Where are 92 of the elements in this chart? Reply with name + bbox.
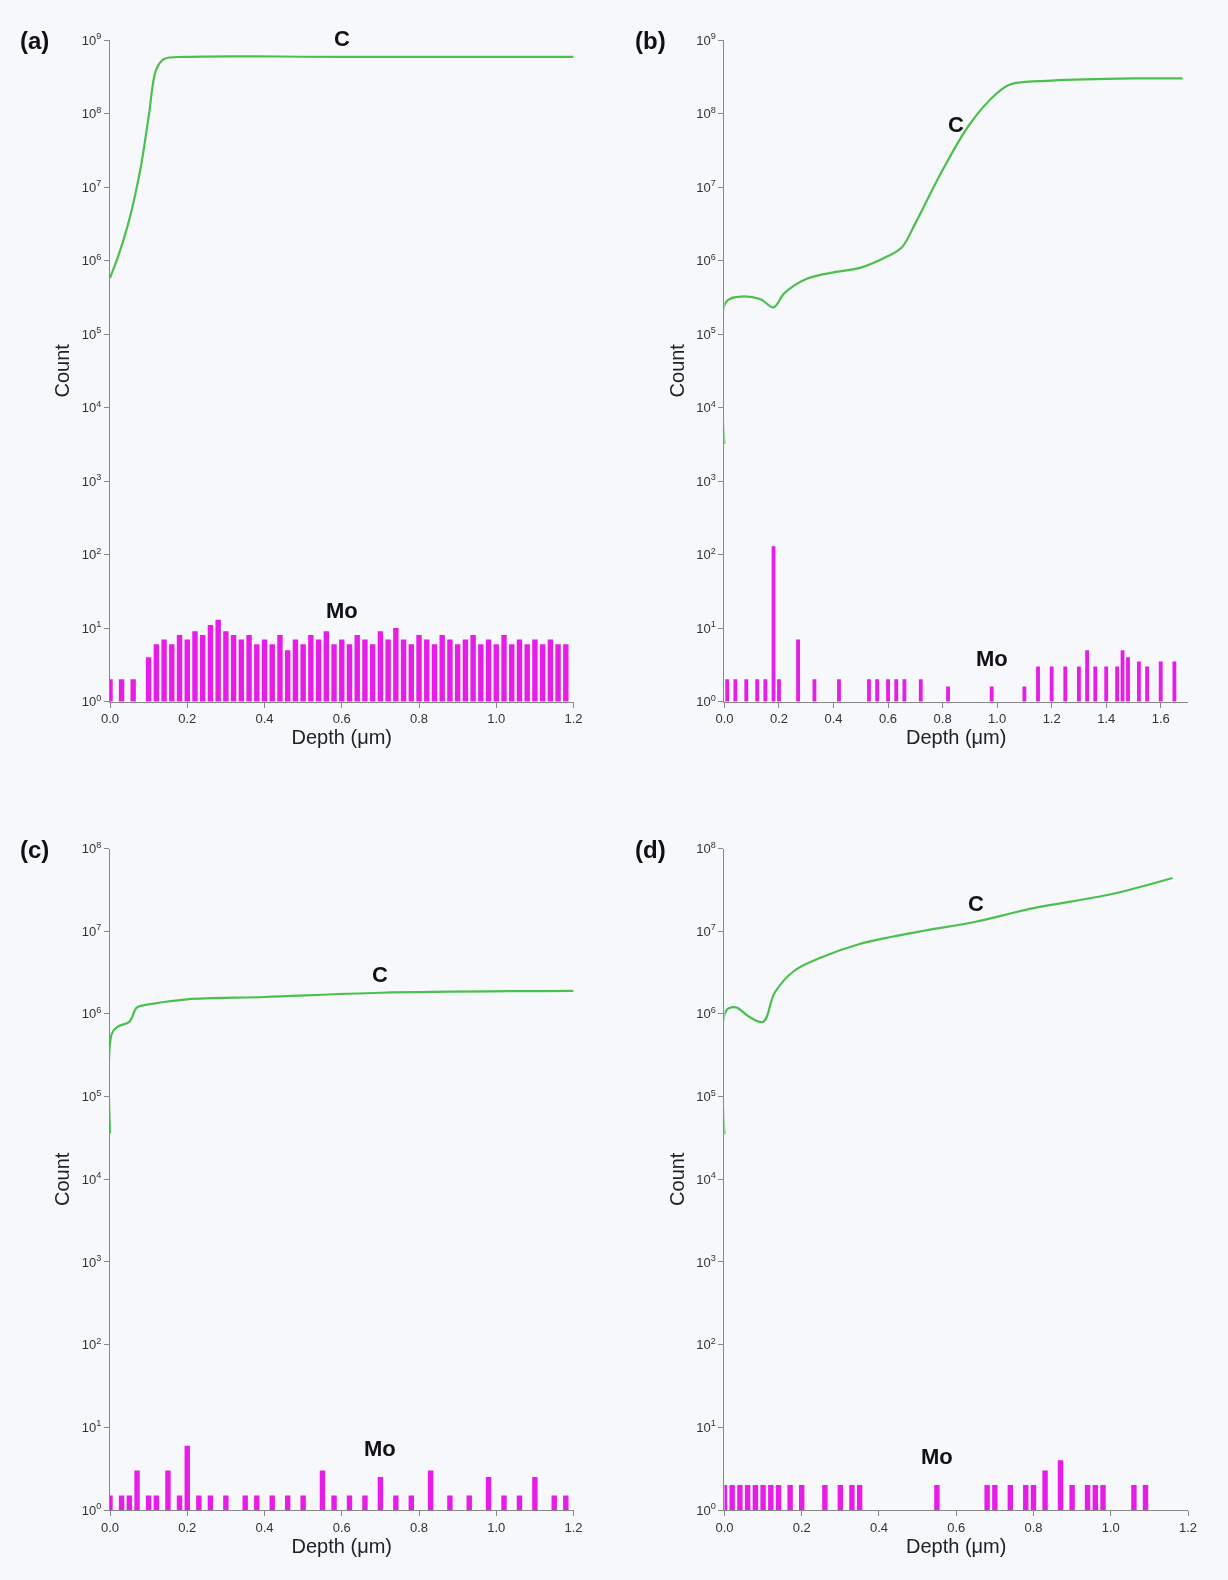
y-tick-label: 10$^{2}$ <box>696 545 716 563</box>
y-tick-label: 10$^{7}$ <box>81 178 102 195</box>
y-tick-label: 10$^{7}$ <box>81 922 102 939</box>
x-tick-label: 1.0 <box>487 1519 506 1535</box>
x-tick-label: 0.6 <box>947 1519 966 1535</box>
annotation: Mo <box>976 646 1008 671</box>
x-tick-label: 1.2 <box>564 711 583 727</box>
y-tick-label: 10$^{6}$ <box>696 1004 716 1022</box>
y-tick-label: 10$^{4}$ <box>696 1170 716 1187</box>
y-tick-label: 10$^{3}$ <box>81 472 102 489</box>
annotation: C <box>968 891 984 916</box>
y-tick-label: 10$^{8}$ <box>696 839 716 857</box>
x-tick-label: 1.0 <box>1101 1519 1120 1535</box>
x-tick-label: 0.4 <box>255 711 274 727</box>
y-tick-label: 10$^{8}$ <box>81 104 102 122</box>
x-tick-label: 0.2 <box>178 711 197 727</box>
x-tick-label: 1.6 <box>1151 711 1170 727</box>
x-axis-title: Depth (μm) <box>291 726 392 749</box>
chart-title: (a) <box>20 27 50 54</box>
y-tick-label: 10$^{2}$ <box>81 545 102 563</box>
y-tick-label: 10$^{4}$ <box>81 1170 102 1187</box>
y-axis-title: Count <box>51 1152 74 1206</box>
x-axis-title: Depth (μm) <box>906 726 1007 749</box>
annotation: Mo <box>364 1436 396 1461</box>
x-tick-label: 1.2 <box>1042 711 1061 727</box>
y-tick-label: 10$^{7}$ <box>696 922 716 939</box>
y-tick-label: 10$^{5}$ <box>81 1087 102 1105</box>
line-series <box>110 989 574 1135</box>
x-tick-label: 0.0 <box>100 711 120 727</box>
x-tick-label: 0.8 <box>409 1519 429 1535</box>
annotation: Mo <box>326 598 358 623</box>
x-tick-label: 1.2 <box>564 1519 583 1535</box>
chart-title: (d) <box>635 836 666 863</box>
x-tick-label: 1.0 <box>988 711 1007 727</box>
y-tick-label: 10$^{3}$ <box>81 1253 102 1270</box>
y-axis-title: Count <box>665 1152 688 1206</box>
y-tick-label: 10$^{1}$ <box>81 1418 102 1435</box>
x-tick-label: 0.2 <box>769 711 789 727</box>
chart-title: (c) <box>20 836 50 863</box>
y-tick-label: 10$^{0}$ <box>81 1501 102 1518</box>
x-tick-label: 0.2 <box>792 1519 811 1535</box>
x-tick-label: 0.6 <box>332 711 351 727</box>
x-tick-label: 0.4 <box>869 1519 889 1535</box>
x-tick-label: 0.0 <box>715 1519 734 1535</box>
y-tick-label: 10$^{1}$ <box>81 619 102 636</box>
x-tick-label: 0.8 <box>1024 1519 1043 1535</box>
y-tick-label: 10$^{4}$ <box>81 398 102 416</box>
x-tick-label: 0.0 <box>715 711 734 727</box>
y-axis-title: Count <box>51 343 74 398</box>
y-tick-label: 10$^{8}$ <box>81 839 102 857</box>
annotation: C <box>334 26 350 51</box>
y-tick-label: 10$^{5}$ <box>696 1087 716 1105</box>
x-tick-label: 1.2 <box>1178 1519 1198 1535</box>
x-tick-label: 0.0 <box>100 1519 120 1535</box>
line-series <box>724 876 1174 1136</box>
x-axis-title: Depth (μm) <box>906 1534 1007 1557</box>
annotation: C <box>372 962 388 987</box>
line-series <box>724 77 1184 445</box>
x-axis-title: Depth (μm) <box>291 1534 392 1557</box>
y-tick-label: 10$^{5}$ <box>696 325 716 342</box>
x-tick-label: 1.4 <box>1097 711 1116 727</box>
y-tick-label: 10$^{4}$ <box>696 398 716 416</box>
y-tick-label: 10$^{0}$ <box>81 692 102 710</box>
x-tick-label: 0.8 <box>933 711 952 727</box>
y-tick-label: 10$^{9}$ <box>81 31 102 48</box>
y-tick-label: 10$^{6}$ <box>696 251 716 269</box>
x-tick-label: 0.8 <box>409 711 429 727</box>
y-tick-label: 10$^{8}$ <box>696 104 716 122</box>
y-tick-label: 10$^{9}$ <box>696 31 716 48</box>
y-tick-label: 10$^{2}$ <box>696 1335 716 1353</box>
y-tick-label: 10$^{1}$ <box>696 619 716 636</box>
x-tick-label: 0.6 <box>332 1519 351 1535</box>
x-tick-label: 0.6 <box>879 711 898 727</box>
y-tick-label: 10$^{5}$ <box>81 325 102 342</box>
y-tick-label: 10$^{6}$ <box>81 251 102 269</box>
x-tick-label: 0.4 <box>824 711 843 727</box>
y-tick-label: 10$^{3}$ <box>696 1253 716 1270</box>
x-tick-label: 1.0 <box>487 711 506 727</box>
y-axis-title: Count <box>665 343 688 398</box>
chart-title: (b) <box>635 27 666 54</box>
annotation: C <box>948 112 964 137</box>
y-tick-label: 10$^{2}$ <box>81 1335 102 1353</box>
y-tick-label: 10$^{6}$ <box>81 1004 102 1022</box>
annotation: Mo <box>921 1444 953 1469</box>
line-series <box>110 55 574 279</box>
x-tick-label: 0.4 <box>255 1519 274 1535</box>
x-tick-label: 0.2 <box>178 1519 197 1535</box>
y-tick-label: 10$^{0}$ <box>696 1501 716 1518</box>
y-tick-label: 10$^{7}$ <box>696 178 716 195</box>
y-tick-label: 10$^{3}$ <box>696 472 716 489</box>
y-tick-label: 10$^{1}$ <box>696 1418 716 1435</box>
y-tick-label: 10$^{0}$ <box>696 692 716 710</box>
